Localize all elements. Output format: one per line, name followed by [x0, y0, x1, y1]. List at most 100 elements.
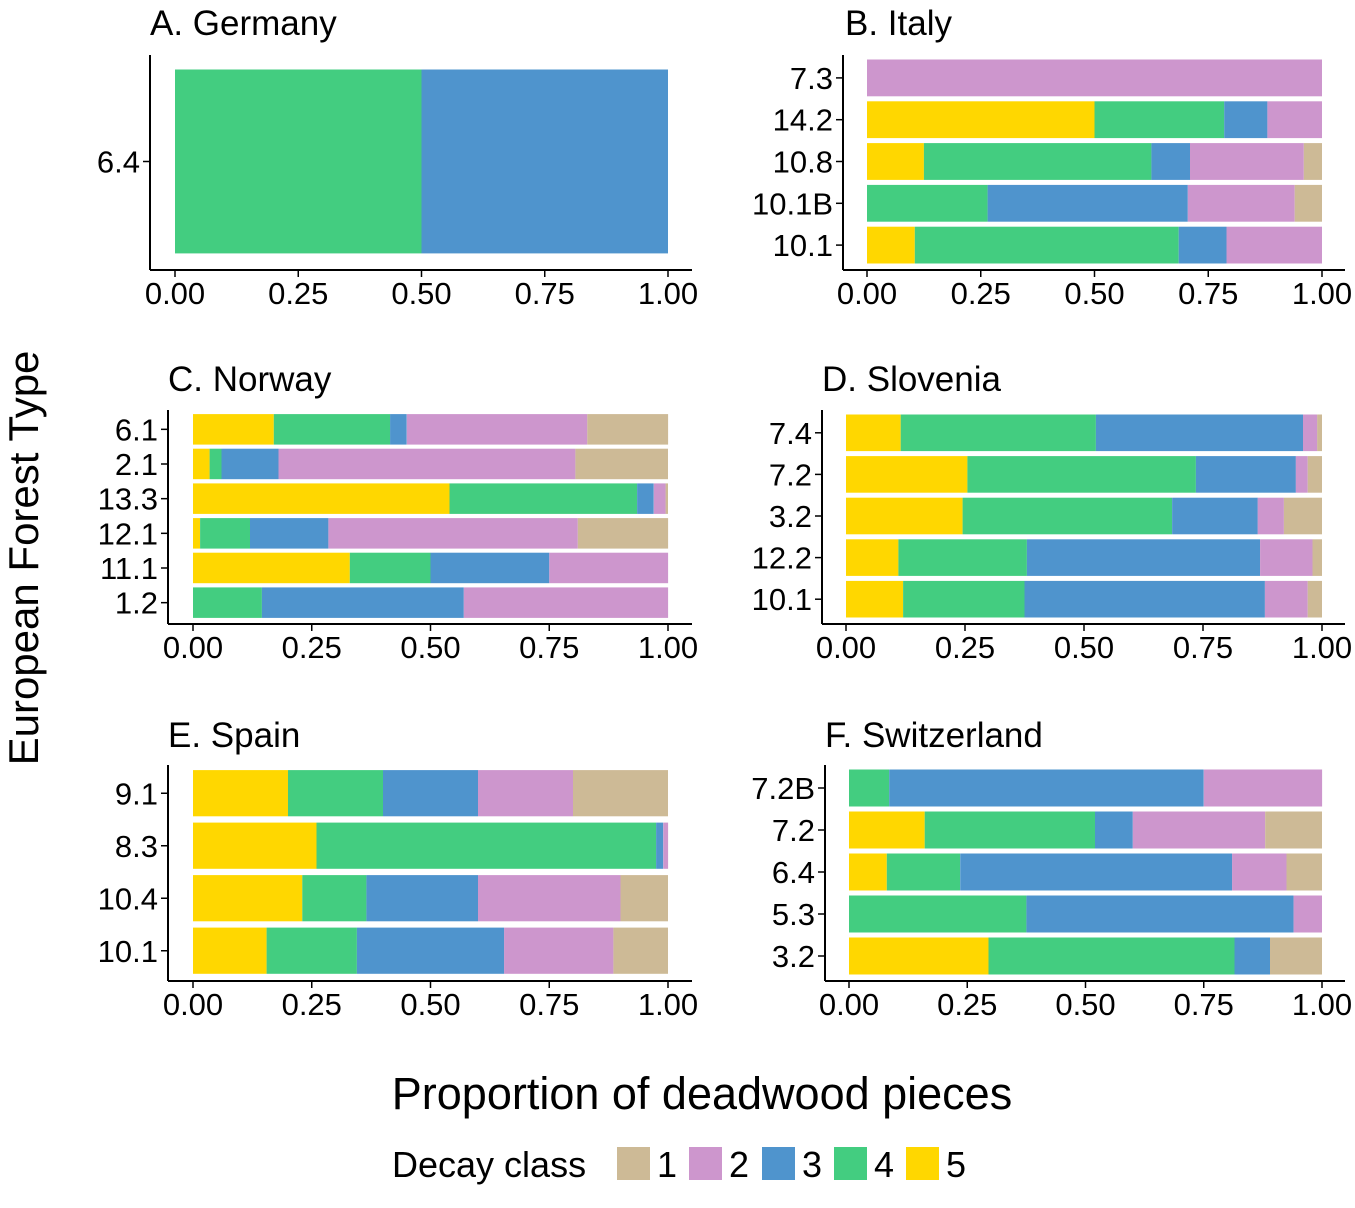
- legend-swatch-3: [762, 1147, 795, 1180]
- global-x-axis-label: Proportion of deadwood pieces: [392, 1068, 1012, 1119]
- x-tick-label: 0.25: [282, 987, 342, 1022]
- bar-segment-10.1-class-2: [1226, 226, 1322, 264]
- x-tick-label: 0.50: [1064, 276, 1124, 311]
- bar-segment-7.2B-class-2: [1203, 769, 1323, 807]
- bar-segment-3.2-class-2: [1257, 497, 1284, 535]
- bar-segment-2.1-class-5: [193, 448, 210, 480]
- global-y-axis-label: European Forest Type: [0, 351, 47, 766]
- x-tick-label: 0.75: [1174, 987, 1234, 1022]
- x-tick-label: 0.50: [1054, 630, 1114, 665]
- bar-segment-10.1B-class-2: [1187, 184, 1295, 222]
- x-tick-label: 0.50: [391, 276, 451, 311]
- panel-title: F. Switzerland: [825, 716, 1043, 755]
- bar-segment-7.2-class-3: [1095, 811, 1133, 849]
- bar-segment-6.1-class-5: [193, 414, 274, 445]
- y-tick-label: 10.8: [773, 145, 833, 180]
- bar-segment-14.2-class-2: [1267, 101, 1322, 139]
- bar-segment-12.2-class-5: [846, 539, 899, 576]
- bar-segment-10.8-class-1: [1303, 143, 1322, 180]
- y-tick-label: 12.1: [98, 516, 158, 551]
- bar-segment-7.4-class-1: [1317, 414, 1322, 452]
- bar-segment-3.2-class-4: [962, 497, 1172, 535]
- y-tick-label: 9.1: [115, 776, 158, 811]
- bar-segment-2.1-class-2: [278, 448, 576, 480]
- bar-segment-10.1-class-5: [846, 580, 904, 618]
- panel-title: A. Germany: [150, 4, 337, 43]
- x-tick-label: 0.00: [819, 987, 879, 1022]
- bar-segment-10.8-class-2: [1190, 143, 1304, 180]
- y-tick-label: 10.1: [98, 934, 158, 969]
- bar-segment-8.3-class-3: [656, 822, 664, 869]
- x-tick-label: 0.50: [1055, 987, 1115, 1022]
- bar-segment-10.1-class-3: [1178, 226, 1227, 264]
- bar-segment-6.1-class-4: [273, 414, 391, 445]
- bar-segment-11.1-class-2: [549, 552, 669, 584]
- x-tick-label: 0.00: [816, 630, 876, 665]
- bar-segment-13.3-class-5: [193, 483, 450, 514]
- y-tick-label: 1.2: [115, 586, 158, 621]
- bar-segment-10.1-class-4: [903, 580, 1025, 618]
- bar-segment-10.1-class-5: [193, 927, 267, 974]
- panel-4: D. Slovenia 7.4 7.2 3.2 12.2 10.10.00 0.25 0.50…: [752, 360, 1353, 665]
- y-tick-label: 8.3: [115, 829, 158, 864]
- bar-segment-5.3-class-3: [1026, 895, 1294, 933]
- bar-segment-7.2-class-4: [924, 811, 1095, 849]
- bar-segment-6.1-class-2: [406, 414, 588, 445]
- bar-segment-9.1-class-1: [573, 770, 668, 817]
- bar-segment-12.2-class-3: [1026, 539, 1261, 576]
- bar-segment-3.2-class-5: [846, 497, 963, 535]
- bar-segment-6.4-class-2: [1232, 853, 1287, 891]
- bar-segment-6.4-class-1: [1286, 853, 1322, 891]
- y-tick-label: 3.2: [769, 499, 812, 534]
- y-tick-label: 13.3: [98, 482, 158, 517]
- y-tick-label: 10.4: [98, 881, 158, 916]
- legend-swatch-5: [906, 1147, 939, 1180]
- x-tick-label: 1.00: [638, 987, 698, 1022]
- x-tick-label: 1.00: [638, 630, 698, 665]
- y-tick-label: 7.4: [769, 416, 812, 451]
- legend-swatch-1: [617, 1147, 650, 1180]
- bar-segment-7.4-class-3: [1095, 414, 1303, 452]
- y-tick-label: 10.1B: [752, 186, 833, 221]
- x-tick-label: 1.00: [1292, 630, 1352, 665]
- bar-segment-7.2-class-1: [1307, 456, 1322, 493]
- x-tick-label: 1.00: [1292, 987, 1352, 1022]
- bar-segment-10.4-class-5: [193, 875, 303, 922]
- bar-segment-7.2-class-2: [1132, 811, 1266, 849]
- bar-segment-3.2-class-5: [849, 937, 989, 975]
- bar-segment-9.1-class-2: [478, 770, 573, 817]
- bar-segment-2.1-class-3: [221, 448, 279, 480]
- bar-segment-7.2-class-1: [1265, 811, 1322, 849]
- bar-segment-6.4-class-4: [886, 853, 961, 891]
- panel-title: B. Italy: [845, 4, 952, 43]
- x-tick-label: 0.75: [1178, 276, 1238, 311]
- bar-segment-7.2-class-5: [846, 456, 968, 493]
- bar-segment-8.3-class-5: [193, 822, 317, 869]
- y-tick-label: 3.2: [772, 939, 815, 974]
- x-tick-label: 0.50: [400, 987, 460, 1022]
- bar-segment-8.3-class-4: [316, 822, 657, 869]
- panel-6: F. Switzerland 7.2B 7.2 6.4 5.3 3.20.00 0.25 0.…: [751, 716, 1352, 1022]
- bar-segment-3.2-class-1: [1270, 937, 1322, 975]
- bar-segment-5.3-class-4: [849, 895, 1027, 933]
- legend-label-1: 1: [657, 1144, 677, 1185]
- bar-segment-13.3-class-3: [637, 483, 654, 514]
- y-tick-label: 7.2B: [751, 771, 815, 806]
- bar-segment-1.2-class-3: [261, 587, 464, 618]
- x-tick-label: 0.75: [519, 630, 579, 665]
- bar-segment-3.2-class-3: [1172, 497, 1258, 535]
- bar-segment-10.1B-class-3: [987, 184, 1188, 222]
- bar-segment-10.1-class-1: [1307, 580, 1322, 618]
- bar-segment-13.3-class-1: [665, 483, 668, 514]
- bar-segment-10.4-class-3: [366, 875, 478, 922]
- y-tick-label: 11.1: [100, 551, 158, 586]
- bar-segment-1.2-class-4: [193, 587, 262, 618]
- legend-label-2: 2: [729, 1144, 749, 1185]
- panel-5: E. Spain 9.1 8.3 10.4 10.10.00 0.25 0.50 0.75 1.…: [98, 716, 699, 1022]
- bar-segment-1.2-class-2: [463, 587, 669, 618]
- y-tick-label: 12.2: [752, 541, 812, 576]
- bar-segment-7.2-class-5: [849, 811, 925, 849]
- bar-segment-10.1-class-4: [266, 927, 357, 974]
- bar-segment-10.1-class-3: [1024, 580, 1265, 618]
- bar-segment-12.2-class-4: [898, 539, 1027, 576]
